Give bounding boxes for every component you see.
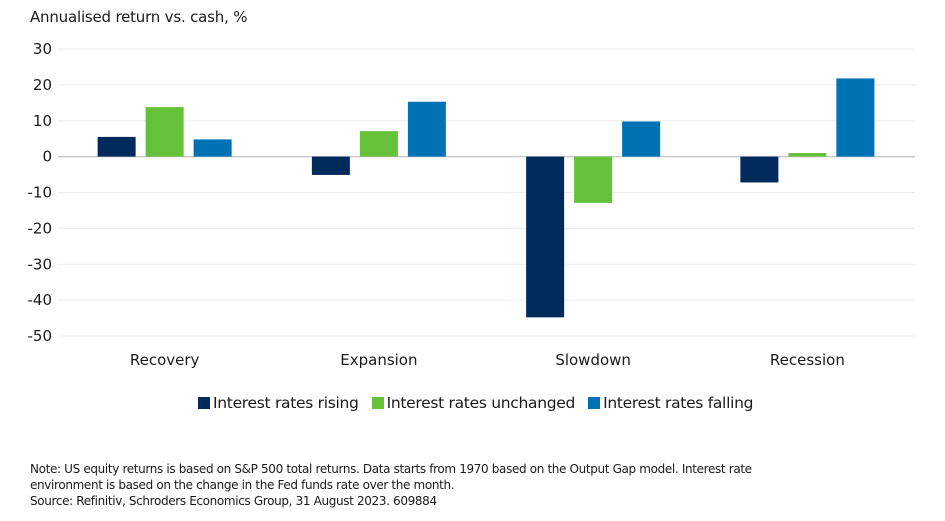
bar-chart: 30 20 10 0 -10 -20 -30 -40 -50 Recovery Expansion… (28, 40, 915, 369)
bar-expansion-0 (311, 156, 350, 175)
bar-recovery-1 (145, 107, 184, 157)
bar-recovery-2 (193, 139, 232, 157)
bar-recession-2 (836, 78, 875, 157)
y-tick-label: 0 (42, 148, 52, 166)
legend-label-unchanged: Interest rates unchanged (386, 394, 576, 412)
x-tick-label: Expansion (340, 351, 417, 369)
bar-slowdown-2 (622, 121, 661, 157)
y-tick-label: -40 (28, 291, 53, 309)
y-tick-label: -20 (28, 219, 53, 237)
bars (97, 78, 875, 318)
x-axis-ticks: Recovery Expansion Slowdown Recession (130, 351, 845, 369)
bar-recession-1 (788, 153, 827, 157)
bar-recession-0 (740, 156, 779, 183)
source-line: Source: Refinitiv, Schroders Economics G… (30, 494, 437, 508)
bar-slowdown-0 (526, 156, 565, 318)
y-tick-label: -30 (28, 255, 53, 273)
note-line-2: environment is based on the change in th… (30, 478, 455, 492)
x-tick-label: Recovery (130, 351, 200, 369)
gridlines (58, 48, 915, 337)
y-tick-label: -10 (28, 184, 53, 202)
bar-recovery-0 (97, 136, 136, 157)
legend-label-falling: Interest rates falling (603, 394, 754, 412)
legend-swatch-unchanged (371, 397, 384, 409)
legend-item-unchanged: Interest rates unchanged (371, 394, 576, 412)
bar-slowdown-1 (574, 156, 613, 203)
bar-expansion-2 (407, 101, 446, 157)
y-axis-ticks: 30 20 10 0 -10 -20 -30 -40 -50 (28, 40, 53, 345)
legend-item-rising: Interest rates rising (198, 394, 359, 412)
footnote: Note: US equity returns is based on S&P … (30, 461, 930, 509)
bar-expansion-1 (359, 131, 398, 157)
x-tick-label: Recession (770, 351, 845, 369)
y-tick-label: 10 (33, 112, 52, 130)
y-tick-label: 30 (33, 40, 52, 58)
legend: Interest rates rising Interest rates unc… (198, 394, 766, 412)
note-line-1: Note: US equity returns is based on S&P … (30, 462, 752, 476)
x-tick-label: Slowdown (555, 351, 631, 369)
legend-item-falling: Interest rates falling (588, 394, 753, 412)
chart-title: Annualised return vs. cash, % (30, 8, 248, 26)
legend-swatch-falling (588, 397, 601, 409)
y-tick-label: 20 (33, 76, 52, 94)
legend-swatch-rising (198, 397, 210, 409)
legend-label-rising: Interest rates rising (213, 394, 359, 412)
y-tick-label: -50 (28, 327, 53, 345)
